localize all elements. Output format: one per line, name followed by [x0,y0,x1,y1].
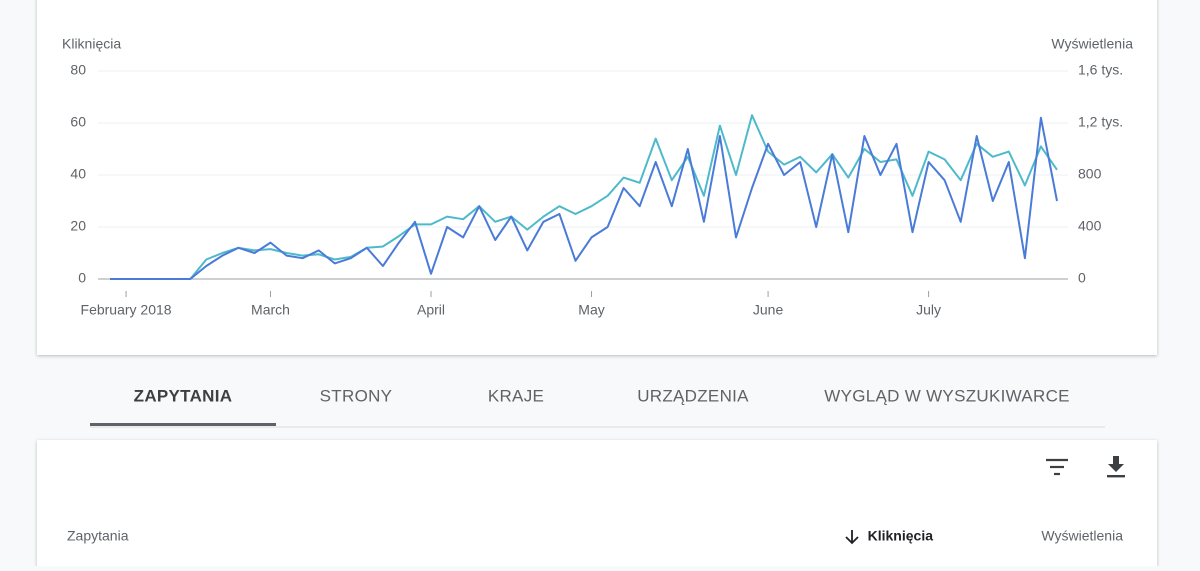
series-line [110,114,1058,280]
x-tick-label: July [916,302,941,318]
y-tick-label: 0 [78,270,86,286]
filter-icon[interactable] [1046,458,1068,476]
y2-tick-label: 0 [1078,270,1086,286]
y2-tick-label: 1,6 tys. [1078,62,1123,78]
tab[interactable]: WYGLĄD W WYSZUKIWARCE [824,386,1070,405]
y-tick-label: 60 [70,114,86,130]
column-header[interactable]: Kliknięcia [868,528,934,544]
chart-card [37,0,1157,355]
series-line [110,116,1058,280]
x-tick-label: February 2018 [81,302,172,318]
y2-tick-label: 400 [1078,218,1102,234]
tab[interactable]: STRONY [320,386,393,405]
x-tick-label: June [753,302,784,318]
y2-axis-title: Wyświetlenia [1051,36,1133,52]
table-card [37,440,1157,571]
column-header[interactable]: Wyświetlenia [1041,528,1123,544]
column-header[interactable]: Zapytania [67,528,129,544]
x-tick-label: May [578,302,604,318]
x-tick-label: March [251,302,290,318]
tab[interactable]: KRAJE [488,386,544,405]
y2-tick-label: 1,2 tys. [1078,114,1123,130]
y-tick-label: 40 [70,166,86,182]
download-icon[interactable] [1107,456,1125,478]
y2-tick-label: 800 [1078,166,1102,182]
tab[interactable]: URZĄDZENIA [637,386,749,405]
tab-underline [90,423,276,426]
x-tick-label: April [417,302,445,318]
sort-arrow [845,530,859,545]
tab[interactable]: ZAPYTANIA [134,386,233,405]
y-tick-label: 80 [70,62,86,78]
y-axis-title: Kliknięcia [62,36,121,52]
y-tick-label: 20 [70,218,86,234]
